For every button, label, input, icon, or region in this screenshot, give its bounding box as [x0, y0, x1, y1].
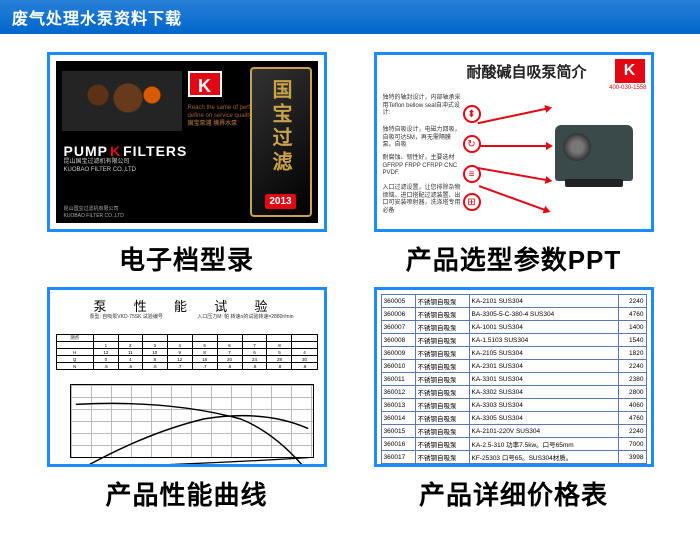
card-price[interactable]: 360005不锈钢自吸泵KA-2101 SUS3042240360006不锈钢自…: [365, 287, 662, 512]
table-row: 360005不锈钢自吸泵KA-2101 SUS3042240: [381, 295, 646, 308]
arrow-icon: [478, 185, 544, 211]
caption-catalog: 电子档型录: [119, 240, 254, 277]
table-row: 360009不锈钢自吸泵KA-2105 SUS3041820: [381, 347, 646, 360]
brand-wordmark: PUMPKFILTERS: [64, 143, 188, 159]
table-row: 360013不锈钢自吸泵KA-3303 SUS3044060: [381, 399, 646, 412]
company-footer: 昆山国宝过滤机有限公司 KUOBAO FILTER CO.,LTD: [64, 206, 124, 219]
caption-ppt: 产品选型参数PPT: [406, 240, 622, 277]
page-header: 废气处理水泵资料下载: [0, 0, 700, 34]
ppt-thumbnail: 耐酸碱自吸泵简介 K 400-030-1558 ⬍ ↻ ≡ ⊞ 独特的轴封设计，…: [374, 52, 654, 232]
table-row: 360017不锈钢自吸泵KF-25303 口号65。SUS304材质。3998: [381, 451, 646, 464]
arrow-icon: [477, 108, 546, 125]
table-row: 360012不锈钢自吸泵KA-3302 SUS3042800: [381, 386, 646, 399]
catalog-thumbnail: K Reach the same of perfection define on…: [47, 52, 327, 232]
ppt-paragraph: 耐腐蚀、韧性好，主要选材GFRPP FRPP CFRPP CNC PVDF.: [383, 155, 461, 178]
table-row: 360015不锈钢自吸泵KA-2101-220V SUS3042240: [381, 425, 646, 438]
k-logo-icon: K: [615, 59, 645, 83]
table-row: 360016不锈钢自吸泵KA-2.5-310 功率7.5kw。口号65mm700…: [381, 438, 646, 451]
company-name: 昆山国宝过滤机有限公司 KUOBAO FILTER CO.,LTD: [64, 159, 136, 175]
gold-badge: 国宝过滤 2013: [250, 67, 312, 217]
table-row: 360008不锈钢自吸泵KA-1.5103 SUS3041540: [381, 334, 646, 347]
pump-graphic: [555, 125, 633, 181]
curve-data-table: 测点 12345678 H121110987654 Q0481216202428…: [56, 334, 318, 370]
card-grid: K Reach the same of perfection define on…: [0, 34, 700, 522]
circle-marker: ⬍: [463, 105, 481, 123]
arrow-icon: [477, 167, 546, 181]
ppt-paragraph: 独特的轴封设计，内部轴承采用Teflon bellow seal自冲式设计:: [383, 95, 461, 118]
arrow-icon: [477, 145, 547, 147]
card-curve[interactable]: 泵 性 能 试 验 泵型: 自吸泵VKD-75SK 试验编号 入口压力M: 帕 …: [38, 287, 335, 512]
card-catalog[interactable]: K Reach the same of perfection define on…: [38, 52, 335, 277]
badge-text: 国宝过滤: [266, 75, 295, 175]
price-table: 360005不锈钢自吸泵KA-2101 SUS3042240360006不锈钢自…: [381, 294, 647, 467]
table-row: 360014不锈钢自吸泵KA-3305 SUS3044760: [381, 412, 646, 425]
badge-year: 2013: [265, 194, 295, 209]
circle-marker: ↻: [463, 135, 481, 153]
table-row: 360018不锈钢自吸泵7.5HP SUS3046300: [381, 464, 646, 468]
table-row: 360010不锈钢自吸泵KA-2301 SUS3042240: [381, 360, 646, 373]
header-title: 废气处理水泵资料下载: [12, 11, 182, 28]
curve-sub-right: 入口压力M: 帕 转速n的试验转速=2880r/min: [197, 314, 293, 321]
curve-title: 泵 性 能 试 验: [50, 296, 324, 315]
table-row: 360006不锈钢自吸泵BA-3305-5-C-380-4 SUS3044760: [381, 308, 646, 321]
curve-thumbnail: 泵 性 能 试 验 泵型: 自吸泵VKD-75SK 试验编号 入口压力M: 帕 …: [47, 287, 327, 467]
price-thumbnail: 360005不锈钢自吸泵KA-2101 SUS3042240360006不锈钢自…: [374, 287, 654, 467]
world-map-graphic: [62, 71, 182, 131]
hotline-text: 400-030-1558: [609, 85, 646, 91]
performance-chart: [70, 384, 314, 458]
ppt-paragraph: 独特自吸设计，电磁力回吸，自吸可达5M，再无需隔膜泵。自吸: [383, 127, 461, 150]
circle-marker: ⊞: [463, 193, 481, 211]
curve-sub-left: 泵型: 自吸泵VKD-75SK 试验编号: [90, 314, 163, 321]
ppt-paragraph: 入口过滤设置，让您排除杂物烦恼。进口搭配过滤装置、出口可安装喷射器，洗涤塔专用必…: [383, 185, 461, 215]
table-row: 360011不锈钢自吸泵KA-3301 SUS3042380: [381, 373, 646, 386]
caption-price: 产品详细价格表: [419, 475, 608, 512]
circle-marker: ≡: [463, 165, 481, 183]
card-ppt[interactable]: 耐酸碱自吸泵简介 K 400-030-1558 ⬍ ↻ ≡ ⊞ 独特的轴封设计，…: [365, 52, 662, 277]
table-row: 360007不锈钢自吸泵KA-1001 SUS3041400: [381, 321, 646, 334]
ppt-title: 耐酸碱自吸泵简介: [467, 61, 587, 82]
k-logo-icon: K: [188, 71, 222, 97]
caption-curve: 产品性能曲线: [105, 475, 267, 512]
